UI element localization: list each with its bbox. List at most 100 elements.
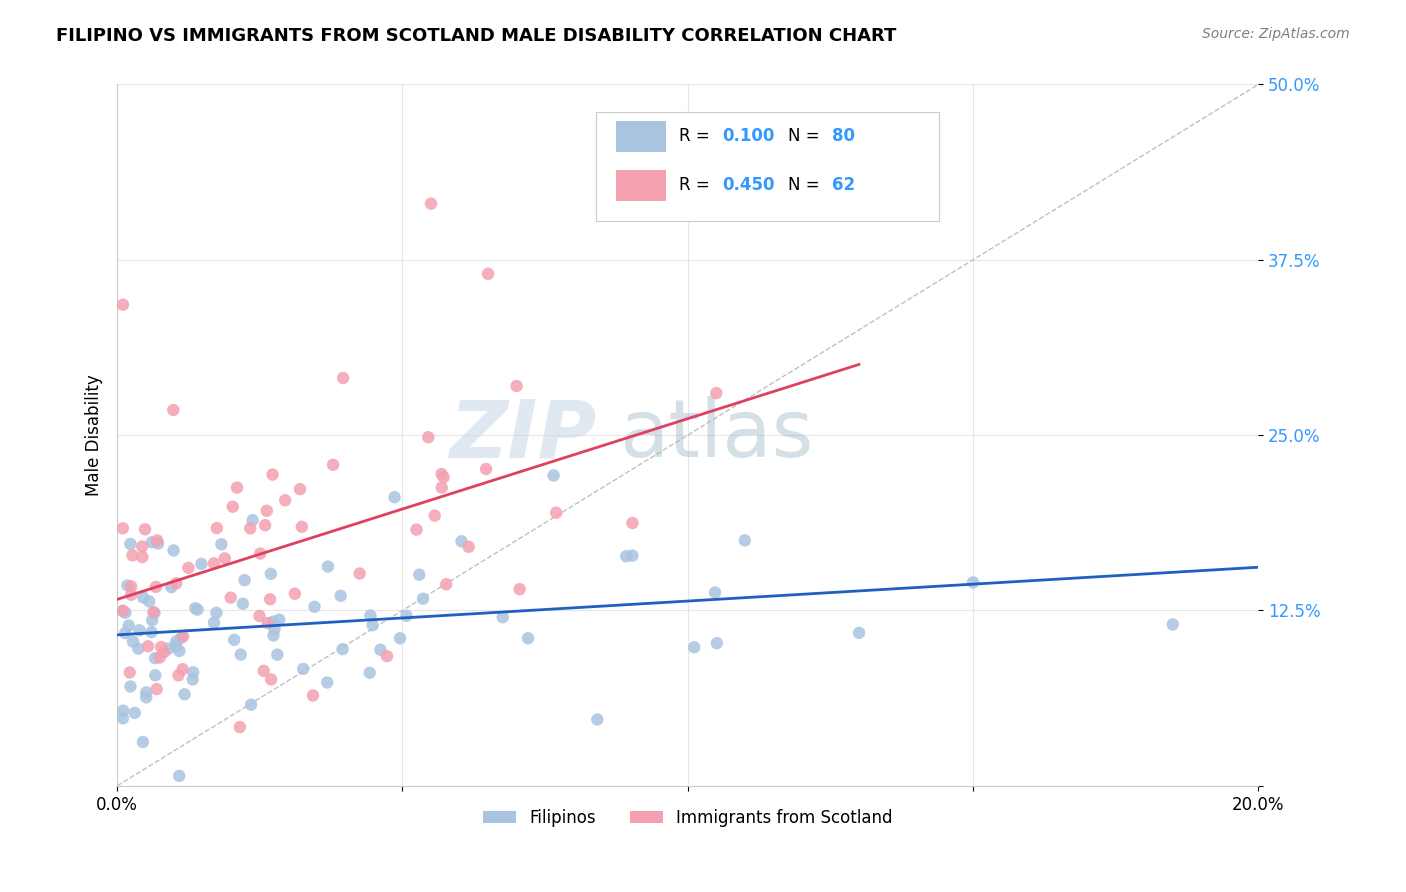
Text: R =: R = — [679, 127, 714, 145]
Point — [122, 634, 145, 648]
FancyBboxPatch shape — [596, 112, 939, 221]
Point — [169, 769, 191, 783]
Point — [120, 680, 142, 694]
Text: 0.450: 0.450 — [723, 176, 775, 194]
Point — [332, 642, 354, 657]
Point — [132, 735, 155, 749]
Point — [405, 523, 427, 537]
Point — [256, 504, 278, 518]
Point — [127, 641, 149, 656]
Point — [120, 579, 142, 593]
Point — [420, 196, 443, 211]
Point — [163, 543, 186, 558]
Point — [202, 557, 225, 571]
Point — [262, 467, 284, 482]
Point — [734, 533, 756, 548]
Point — [430, 467, 453, 481]
Point — [111, 298, 134, 312]
Point — [359, 665, 381, 680]
Point — [359, 608, 381, 623]
Point — [120, 588, 142, 602]
Point — [517, 632, 540, 646]
Point — [704, 585, 727, 599]
Text: FILIPINO VS IMMIGRANTS FROM SCOTLAND MALE DISABILITY CORRELATION CHART: FILIPINO VS IMMIGRANTS FROM SCOTLAND MAL… — [56, 27, 897, 45]
Text: ZIP: ZIP — [449, 396, 596, 475]
Point — [190, 557, 212, 571]
Point — [169, 644, 191, 658]
Point — [370, 642, 392, 657]
Point — [292, 662, 315, 676]
Point — [543, 468, 565, 483]
Point — [492, 610, 515, 624]
Point — [233, 573, 256, 587]
Point — [134, 522, 156, 536]
Point — [181, 673, 204, 687]
Point — [329, 589, 352, 603]
Point — [111, 521, 134, 535]
Point — [509, 582, 531, 597]
Point — [284, 587, 307, 601]
Point — [260, 673, 283, 687]
Point — [160, 580, 183, 594]
Point — [546, 506, 568, 520]
Point — [112, 704, 135, 718]
Point — [224, 632, 246, 647]
Point — [706, 636, 728, 650]
Legend: Filipinos, Immigrants from Scotland: Filipinos, Immigrants from Scotland — [477, 802, 900, 833]
Point — [222, 500, 245, 514]
Point — [136, 640, 159, 654]
Point — [157, 641, 180, 656]
Point — [124, 706, 146, 720]
Point — [395, 608, 418, 623]
Point — [141, 613, 163, 627]
Point — [165, 639, 187, 653]
Point — [477, 267, 499, 281]
Point — [434, 577, 457, 591]
Point — [202, 615, 225, 630]
Point — [259, 592, 281, 607]
Point — [683, 640, 706, 655]
Point — [389, 632, 412, 646]
Point — [141, 535, 163, 549]
Point — [433, 470, 456, 484]
Text: R =: R = — [679, 176, 714, 194]
Point — [131, 549, 153, 564]
Point — [146, 536, 169, 550]
Point — [162, 403, 184, 417]
Point — [177, 561, 200, 575]
Point — [128, 624, 150, 638]
Point — [205, 521, 228, 535]
Point — [172, 629, 194, 643]
Point — [120, 537, 142, 551]
Point — [214, 551, 236, 566]
Point — [143, 668, 166, 682]
Point — [704, 386, 727, 401]
Point — [209, 537, 232, 551]
Point — [172, 662, 194, 676]
Point — [614, 549, 637, 564]
Point — [412, 591, 434, 606]
Point — [262, 615, 284, 629]
Point — [384, 490, 406, 504]
Point — [111, 604, 134, 618]
Point — [260, 566, 283, 581]
Point — [165, 634, 187, 648]
Point — [145, 681, 167, 696]
Point — [505, 379, 527, 393]
Point — [621, 549, 644, 563]
Point — [170, 631, 193, 645]
Point — [302, 689, 325, 703]
Text: atlas: atlas — [619, 396, 814, 475]
Point — [316, 675, 339, 690]
Text: Source: ZipAtlas.com: Source: ZipAtlas.com — [1202, 27, 1350, 41]
Point — [288, 482, 311, 496]
Point — [219, 591, 242, 605]
Point — [256, 616, 278, 631]
Text: 80: 80 — [831, 127, 855, 145]
Point — [1161, 617, 1184, 632]
Point — [262, 628, 284, 642]
Point — [263, 622, 285, 636]
Point — [240, 698, 263, 712]
Point — [291, 520, 314, 534]
Point — [138, 594, 160, 608]
